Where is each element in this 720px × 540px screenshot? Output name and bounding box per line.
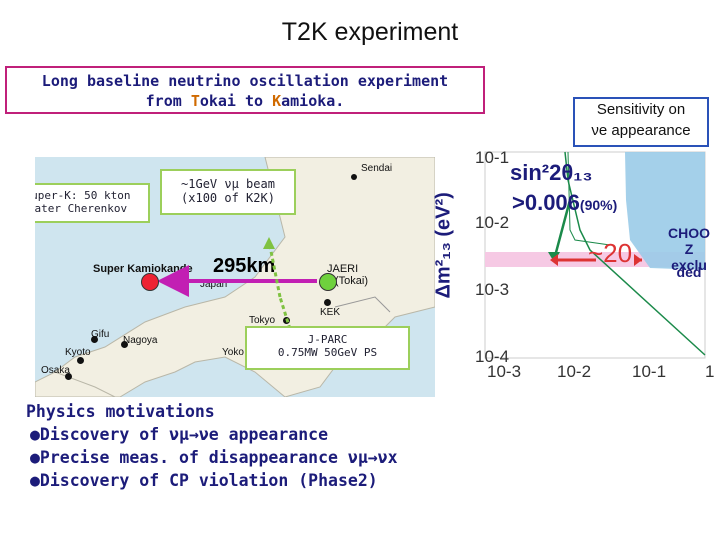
chooz-label: CHOO Z exclu ded — [664, 225, 714, 280]
city-dot-kyoto — [77, 357, 84, 364]
result-conf: (90%) — [579, 197, 618, 213]
arrow-green — [552, 199, 572, 261]
y-axis-label-wrap: Δm²₁₃ (eV²) — [418, 145, 468, 305]
beam-line2: (x100 of K2K) — [181, 191, 275, 205]
intro-highlight-t: T — [190, 92, 200, 110]
intro-text: amioka. — [281, 92, 345, 110]
label-kek: KEK — [320, 307, 341, 318]
result-line1: sin²2θ₁₃ — [510, 160, 593, 185]
label-jaeri: JAERI — [327, 263, 359, 275]
city-dot-kek — [324, 299, 331, 306]
city-dot-osaka — [65, 373, 72, 380]
y-tick: 10-4 — [475, 347, 510, 366]
sensitivity-box-line2: νe appearance — [591, 122, 691, 139]
japan-map: Sendai Super Kamiokande 295km Japan JAER… — [35, 157, 435, 397]
jparc-info-box: J-PARC 0.75MW 50GeV PS — [245, 326, 410, 370]
chooz-line: exclu — [671, 257, 707, 273]
physics-heading: Physics motivations — [26, 402, 215, 421]
physics-item: ●Discovery of CP violation (Phase2) — [30, 471, 378, 490]
y-tick: 10-3 — [475, 280, 510, 299]
chooz-line: CHOO — [668, 225, 710, 241]
label-yoko: Yoko — [222, 347, 244, 358]
intro-box: Long baseline neutrino oscillation exper… — [5, 66, 485, 114]
y-tick: 10-2 — [475, 213, 510, 232]
intro-text: okai to — [199, 92, 273, 110]
city-dot-gifu — [91, 336, 98, 343]
result-value: >0.006 — [512, 190, 580, 215]
sensitivity-box-line1: Sensitivity on — [596, 101, 686, 118]
superk-info-box: Super-K: 50 kton Water Cherenkov — [35, 183, 150, 223]
jparc-line1: J-PARC — [307, 333, 348, 346]
label-kyoto: Kyoto — [65, 347, 91, 358]
city-dot-nagoya — [121, 341, 128, 348]
y-axis-label: Δm²₁₃ (eV²) — [432, 192, 455, 299]
label-tokai: (Tokai) — [335, 275, 369, 287]
jparc-line2: 0.75MW 50GeV PS — [277, 346, 378, 359]
factor-label: ~20 — [588, 238, 633, 268]
x-tick: 10-3 — [487, 362, 522, 381]
sensitivity-curve — [564, 151, 706, 356]
y-tick: 10-1 — [475, 148, 510, 167]
label-sendai: Sendai — [361, 163, 393, 174]
sensitivity-plot — [484, 151, 706, 359]
result-line2: >0.006(90%) — [512, 190, 617, 216]
chooz-line: ded — [676, 264, 702, 280]
intro-line1: Long baseline neutrino oscillation exper… — [41, 72, 449, 90]
city-dot-sendai — [351, 174, 357, 180]
label-distance: 295km — [213, 255, 276, 277]
page-title: T2K experiment — [281, 18, 459, 46]
superk-line2: Water Cherenkov — [35, 202, 128, 215]
superk-marker — [141, 273, 159, 291]
intro-line2: from Tokai to Kamioka. — [7, 92, 483, 110]
beam-info-box: ~1GeV νμ beam (x100 of K2K) — [160, 169, 296, 215]
chooz-line: Z — [684, 241, 694, 257]
x-tick: 10-1 — [632, 362, 667, 381]
label-gifu: Gifu — [91, 329, 110, 340]
physics-item: ●Discovery of νμ→νe appearance — [30, 425, 329, 444]
superk-line1: Super-K: 50 kton — [35, 189, 131, 202]
beam-line1: ~1GeV νμ beam — [181, 177, 275, 191]
chooz-excluded-region — [625, 152, 705, 270]
physics-motivations: Physics motivations ●Discovery of νμ→νe … — [26, 400, 398, 492]
x-tick: 10-2 — [557, 362, 592, 381]
beam-arrow-graphic — [157, 237, 317, 330]
label-japan: Japan — [200, 279, 228, 290]
label-tokyo: Tokyo — [249, 315, 276, 326]
x-tick: 1 — [705, 362, 715, 381]
intro-highlight-k: K — [272, 92, 282, 110]
sensitivity-box: Sensitivity on νe appearance — [573, 97, 709, 147]
sensitivity-curve-2 — [567, 151, 611, 246]
label-nagoya: Nagoya — [123, 335, 158, 346]
label-osaka: Osaka — [41, 365, 70, 376]
intro-text: from — [145, 92, 191, 110]
jparc-marker — [319, 273, 337, 291]
physics-item: ●Precise meas. of disappearance νμ→νx — [30, 448, 398, 467]
